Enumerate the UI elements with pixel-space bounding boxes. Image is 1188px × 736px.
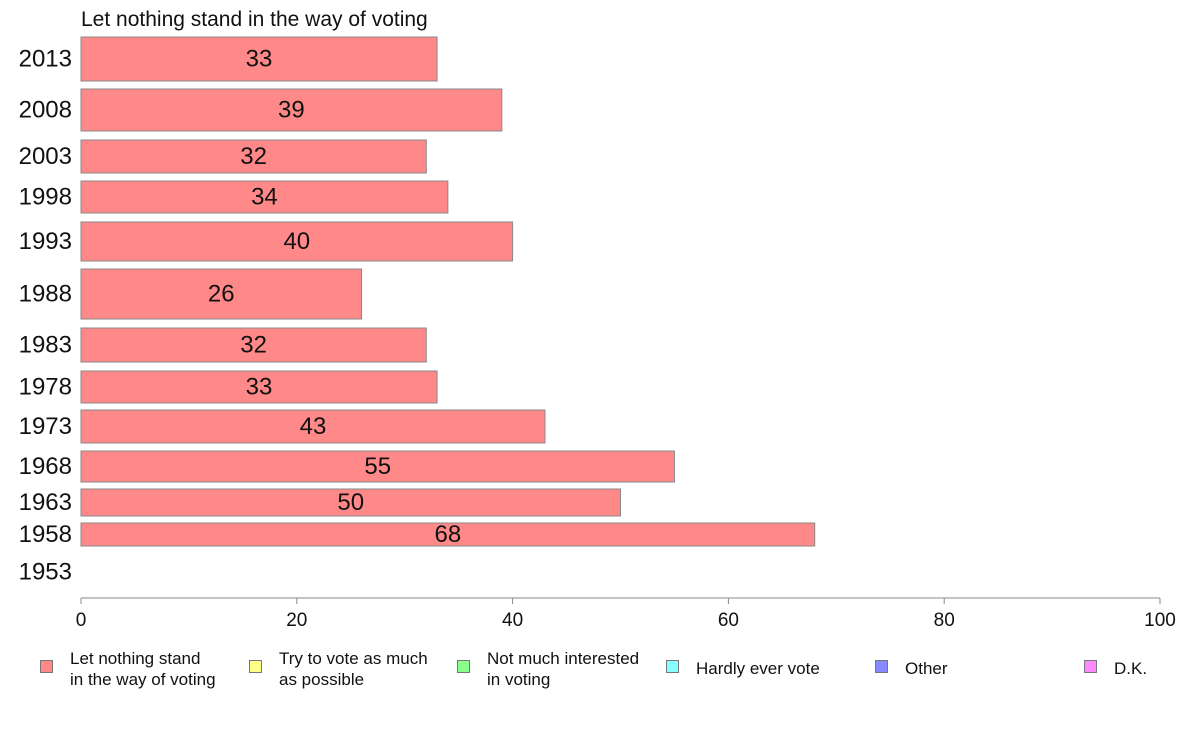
x-tick-label: 60	[718, 610, 739, 631]
legend-item: Other	[875, 648, 948, 679]
bar	[80, 180, 449, 214]
bar	[80, 488, 621, 517]
legend-item: D.K.	[1084, 648, 1147, 679]
y-tick-label: 1998	[19, 184, 72, 211]
bar	[80, 221, 514, 262]
legend-item: Try to vote as much as possible	[249, 648, 428, 690]
data-label: 68	[435, 521, 462, 548]
data-label: 55	[364, 453, 391, 480]
y-tick-label: 1993	[19, 228, 72, 255]
bar	[80, 409, 546, 444]
legend: Let nothing stand in the way of voting Tr…	[0, 648, 1188, 698]
data-label: 39	[278, 97, 305, 124]
y-tick-label: 2008	[19, 97, 72, 124]
y-tick-label: 1973	[19, 413, 72, 440]
bar-chart: Let nothing stand in the way of voting 2…	[19, 8, 1176, 631]
x-tick-label: 40	[502, 610, 523, 631]
data-label: 33	[246, 374, 273, 401]
legend-swatch	[666, 660, 679, 673]
data-label: 34	[251, 184, 278, 211]
legend-swatch	[457, 660, 470, 673]
legend-label: Let nothing stand in the way of voting	[70, 649, 216, 689]
bar	[80, 327, 427, 363]
chart-title: Let nothing stand in the way of voting	[81, 8, 428, 31]
legend-label: Try to vote as much as possible	[279, 649, 428, 689]
data-label: 32	[240, 332, 267, 359]
y-tick-label: 1978	[19, 374, 72, 401]
data-label: 50	[337, 489, 364, 516]
x-tick-label: 80	[934, 610, 955, 631]
data-label: 32	[240, 143, 267, 170]
x-axis: 0 20 40 60 80 100	[76, 597, 1176, 631]
bar	[80, 522, 816, 547]
legend-label: D.K.	[1114, 659, 1148, 678]
data-label: 43	[300, 413, 327, 440]
bar	[80, 88, 503, 132]
bar	[80, 450, 675, 483]
y-tick-label: 1958	[19, 521, 72, 548]
data-label: 33	[246, 46, 273, 73]
legend-label: Hardly ever vote	[696, 659, 820, 678]
bar	[80, 268, 363, 320]
data-label: 40	[283, 228, 310, 255]
x-tick-label: 20	[286, 610, 307, 631]
y-tick-label: 1968	[19, 453, 72, 480]
legend-item: Let nothing stand in the way of voting	[40, 648, 216, 690]
bar	[80, 139, 427, 174]
y-tick-label: 2003	[19, 143, 72, 170]
y-tick-label: 1953	[19, 559, 72, 586]
legend-label: Other	[905, 659, 948, 678]
bars-layer: 2013 33 2008 39 2003 32 1998 34 1993 40 1988 26 1983…	[19, 36, 816, 586]
y-tick-label: 1963	[19, 489, 72, 516]
legend-item: Hardly ever vote	[666, 648, 820, 679]
legend-label: Not much interested in voting	[487, 649, 640, 689]
bar	[80, 370, 438, 404]
y-tick-label: 1988	[19, 281, 72, 308]
x-tick-label: 0	[76, 610, 87, 631]
legend-swatch	[875, 660, 888, 673]
data-label: 26	[208, 281, 235, 308]
y-tick-label: 1983	[19, 332, 72, 359]
legend-swatch	[40, 660, 53, 673]
bar	[80, 36, 438, 82]
legend-swatch	[1084, 660, 1097, 673]
legend-swatch	[249, 660, 262, 673]
y-tick-label: 2013	[19, 46, 72, 73]
x-tick-label: 100	[1144, 610, 1176, 631]
legend-item: Not much interested in voting	[457, 648, 639, 690]
